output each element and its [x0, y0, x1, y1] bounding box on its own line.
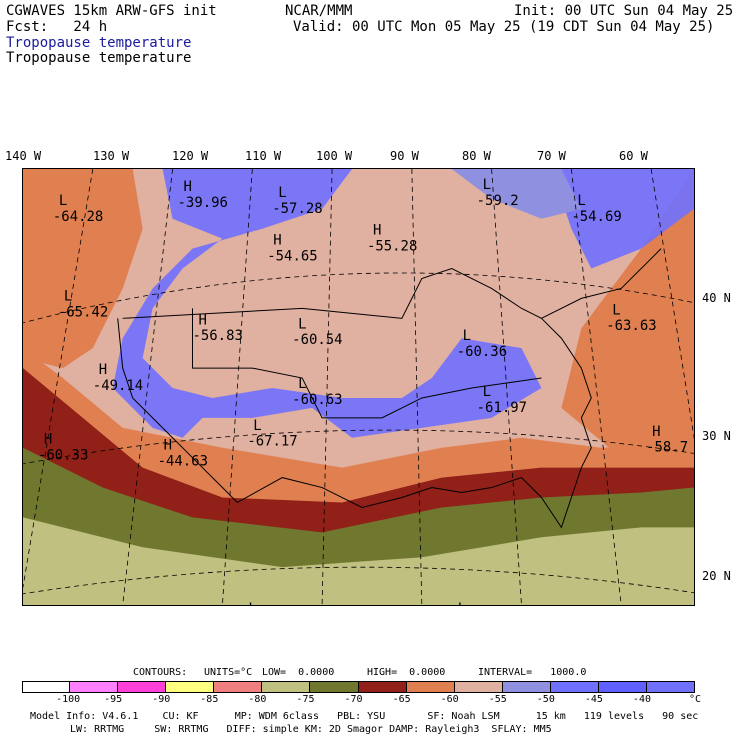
- marker-value: -61.97: [477, 400, 527, 416]
- low-marker: L: [577, 193, 585, 209]
- colorbar-swatch: [22, 681, 71, 693]
- lon-label: 90 W: [390, 149, 419, 163]
- high-marker: H: [373, 223, 381, 239]
- colorbar-tick-label: -55: [488, 694, 507, 705]
- marker-value: -54.65: [267, 249, 317, 265]
- units-label: UNITS=°C: [204, 667, 253, 678]
- lon-label: 80 W: [462, 149, 491, 163]
- colorbar-swatch: [262, 681, 311, 693]
- colorbar-swatch: [310, 681, 359, 693]
- colorbar-swatch: [70, 681, 119, 693]
- high-marker: H: [652, 424, 660, 440]
- colorbar-swatch: [214, 681, 263, 693]
- marker-value: -67.17: [247, 434, 297, 450]
- colorbar-tick-label: -95: [104, 694, 123, 705]
- marker-value: -65.42: [58, 304, 108, 320]
- init-time: Init: 00 UTC Sun 04 May 25: [514, 3, 734, 19]
- colorbar: [22, 681, 696, 693]
- marker-value: -39.96: [178, 195, 228, 211]
- marker-value: -58.7: [646, 440, 688, 456]
- model-info-line2: LW: RRTMG SW: RRTMG DIFF: simple KM: 2D …: [70, 724, 552, 735]
- organization: NCAR/MMM: [285, 3, 353, 19]
- colorbar-tick-label: -50: [536, 694, 555, 705]
- colorbar-swatch: [358, 681, 407, 693]
- high-marker: H: [273, 233, 281, 249]
- colorbar-tick-label: -60: [440, 694, 459, 705]
- high-marker: H: [198, 312, 206, 328]
- low-marker: L: [458, 601, 466, 606]
- colorbar-tick-label: -100: [56, 694, 81, 705]
- contours-label: CONTOURS:: [133, 667, 188, 678]
- colorbar-tick-label: -40: [632, 694, 651, 705]
- low-marker: L: [253, 418, 261, 434]
- colorbar-tick-label: -65: [392, 694, 411, 705]
- colorbar-unit: °C: [689, 694, 702, 705]
- high-marker: H: [164, 438, 172, 454]
- marker-value: -55.28: [367, 239, 417, 255]
- lon-label: 60 W: [619, 149, 648, 163]
- low-marker: L: [463, 328, 471, 344]
- lon-label: 120 W: [172, 149, 209, 163]
- colorbar-swatch: [550, 681, 599, 693]
- marker-value: -54.69: [571, 209, 621, 225]
- high-label: HIGH= 0.0000: [367, 667, 446, 678]
- low-marker: L: [278, 185, 286, 201]
- low-marker: L: [59, 193, 67, 209]
- colorbar-frame: [22, 681, 695, 693]
- high-marker: H: [99, 362, 107, 378]
- high-marker: H: [184, 179, 192, 195]
- colorbar-tick-label: -90: [152, 694, 171, 705]
- lat-label: 30 N: [702, 429, 731, 443]
- low-marker: L: [64, 288, 72, 304]
- field-title-secondary: Tropopause temperature: [6, 50, 192, 66]
- lat-label: 40 N: [702, 291, 731, 305]
- marker-value: -63.63: [606, 318, 656, 334]
- high-marker: H: [44, 432, 52, 448]
- model-info-line1: Model Info: V4.6.1 CU: KF MP: WDM 6class…: [30, 711, 699, 722]
- low-label: LOW= 0.0000: [262, 667, 335, 678]
- colorbar-swatch: [598, 681, 648, 693]
- colorbar-tick-label: -70: [344, 694, 363, 705]
- marker-value: -60.33: [38, 448, 88, 464]
- low-marker: L: [248, 601, 256, 606]
- marker-value: -64.28: [53, 209, 103, 225]
- lon-label: 130 W: [93, 149, 130, 163]
- low-marker: L: [298, 376, 306, 392]
- colorbar-tick-label: -75: [296, 694, 315, 705]
- colorbar-tick-label: -80: [248, 694, 267, 705]
- lon-label: 110 W: [245, 149, 282, 163]
- marker-value: -60.36: [457, 344, 507, 360]
- colorbar-swatch: [406, 681, 455, 693]
- colorbar-swatch: [502, 681, 551, 693]
- lon-label: 100 W: [316, 149, 353, 163]
- lon-label: 70 W: [537, 149, 566, 163]
- marker-value: -44.63: [158, 454, 208, 470]
- colorbar-tick-label: -85: [200, 694, 219, 705]
- marker-value: -60.63: [292, 392, 342, 408]
- low-marker: L: [612, 302, 620, 318]
- model-title: CGWAVES 15km ARW-GFS init: [6, 3, 217, 19]
- colorbar-swatch: [166, 681, 215, 693]
- marker-value: -57.28: [272, 201, 322, 217]
- marker-value: -49.14: [93, 378, 143, 394]
- colorbar-swatch: [118, 681, 167, 693]
- low-marker: L: [483, 177, 491, 193]
- lon-label: 140 W: [5, 149, 42, 163]
- marker-value: -60.54: [292, 332, 342, 348]
- forecast-hour: Fcst: 24 h: [6, 19, 108, 35]
- marker-value: -59.2: [477, 193, 519, 209]
- colorbar-swatch: [454, 681, 503, 693]
- interval-label: INTERVAL= 1000.0: [478, 667, 587, 678]
- valid-time: Valid: 00 UTC Mon 05 May 25 (19 CDT Sun …: [293, 19, 715, 35]
- field-title-primary: Tropopause temperature: [6, 35, 192, 51]
- marker-value: -56.83: [192, 328, 242, 344]
- colorbar-tick-label: -45: [584, 694, 603, 705]
- low-marker: L: [483, 384, 491, 400]
- low-marker: L: [298, 316, 306, 332]
- tropopause-temperature-map: L-64.28H-39.96L-57.28L-59.2 L-54.69H-54.6…: [22, 168, 695, 606]
- lat-label: 20 N: [702, 569, 731, 583]
